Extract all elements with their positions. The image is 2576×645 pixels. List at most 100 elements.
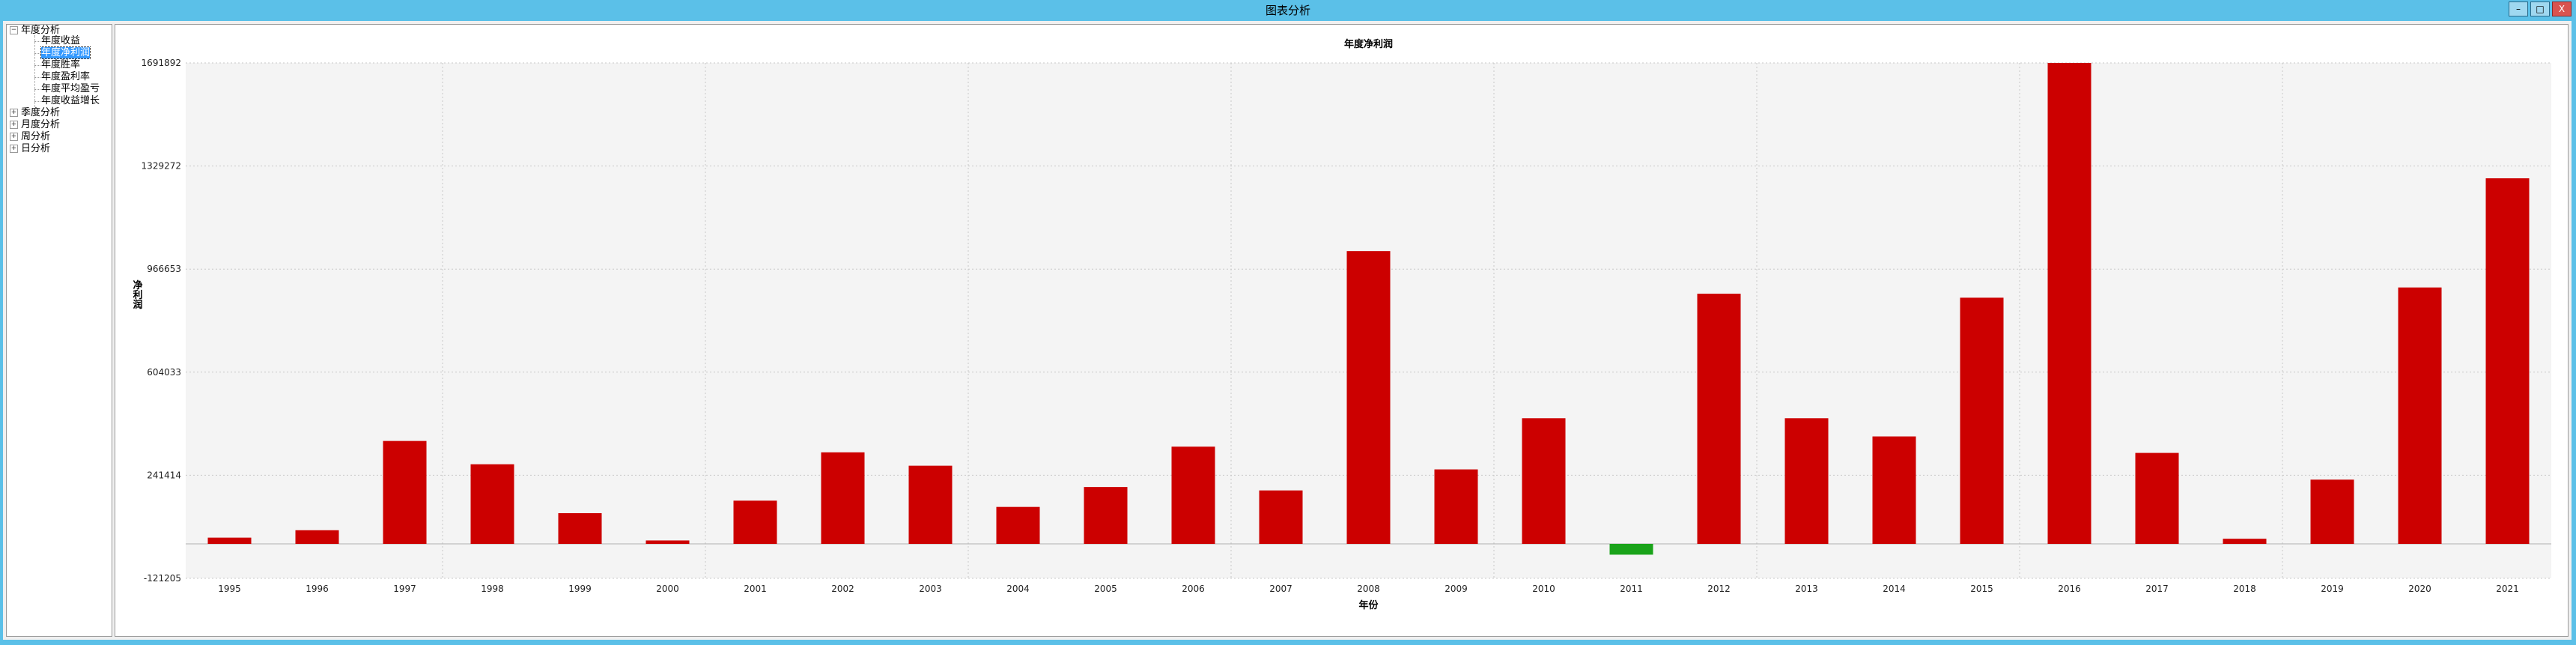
x-tick-label: 2009 [1445, 584, 1468, 594]
collapse-icon[interactable]: − [10, 26, 18, 34]
x-tick-label: 2018 [2233, 584, 2256, 594]
x-tick-label: 2001 [744, 584, 767, 594]
bar [1434, 469, 1478, 545]
tree-node-label: 年度净利润 [40, 46, 91, 59]
tree-node-label: 年度平均盈亏 [41, 83, 100, 94]
tree-connector [34, 77, 40, 78]
tree-node-label: 月度分析 [21, 119, 61, 130]
expand-icon[interactable]: + [10, 145, 18, 153]
bar [733, 500, 777, 545]
bar [645, 540, 690, 545]
tree-node-daily[interactable]: + 日分析 [10, 143, 50, 155]
bar [2047, 63, 2092, 545]
y-tick-label: -121205 [144, 573, 181, 584]
x-tick-label: 2010 [1532, 584, 1555, 594]
analysis-tree: − 年度分析 年度收益 年度净利润 年度胜率 年度盈利率 年度平均盈亏 年度收益增… [6, 24, 112, 637]
y-tick-label: 966653 [147, 264, 181, 274]
net-profit-chart: -12120524141460403396665313292721691892 … [131, 38, 2551, 611]
bar [1872, 436, 1916, 545]
tree-node-monthly[interactable]: + 月度分析 [10, 119, 60, 131]
x-tick-label: 2019 [2321, 584, 2344, 594]
x-tick-label: 2000 [656, 584, 679, 594]
bar [1522, 418, 1566, 545]
tree-node-annual-profit-rate[interactable]: 年度盈利率 [41, 71, 90, 83]
bar [996, 506, 1040, 545]
x-tick-label: 2020 [2408, 584, 2431, 594]
tree-node-label: 年度收益 [41, 35, 81, 46]
tree-node-annual-growth[interactable]: 年度收益增长 [41, 95, 100, 107]
x-axis-ticks: 1995 1996 1997 1998 1999 2000 2001 2002 2003 2004… [218, 584, 2519, 594]
x-tick-label: 2021 [2496, 584, 2519, 594]
x-tick-label: 2014 [1883, 584, 1906, 594]
window-titlebar: 图表分析 – □ X [0, 0, 2576, 21]
bar [821, 452, 865, 545]
tree-node-annual-avg-pnl[interactable]: 年度平均盈亏 [41, 83, 100, 95]
y-axis-ticks: -121205 241414 604033 966653 1329272 1691892 [142, 58, 181, 584]
y-axis-label: 净利润 [131, 279, 143, 310]
bar [908, 465, 953, 545]
expand-icon[interactable]: + [10, 133, 18, 141]
x-tick-label: 2017 [2145, 584, 2169, 594]
tree-node-weekly[interactable]: + 周分析 [10, 131, 50, 143]
expand-icon[interactable]: + [10, 121, 18, 129]
bar [383, 440, 427, 545]
tree-node-annual-net-profit[interactable]: 年度净利润 [40, 46, 91, 59]
x-tick-label: 2007 [1269, 584, 1292, 594]
y-tick-label: 1691892 [142, 58, 181, 68]
x-tick-label: 2012 [1707, 584, 1731, 594]
x-tick-label: 2005 [1094, 584, 1117, 594]
tree-connector [34, 41, 40, 42]
window-title: 图表分析 [1265, 4, 1310, 17]
minimize-button[interactable]: – [2509, 1, 2528, 16]
x-tick-label: 2016 [2058, 584, 2081, 594]
x-tick-label: 2011 [1620, 584, 1643, 594]
bar [2310, 479, 2354, 545]
close-button[interactable]: X [2552, 1, 2572, 16]
x-tick-label: 1999 [568, 584, 592, 594]
bar [2223, 539, 2267, 545]
bar [1171, 446, 1215, 545]
chart-panel: -121205 241414 604033 966653 1329272 1691892 … [115, 24, 2569, 637]
bar [558, 513, 602, 545]
bar [1084, 487, 1128, 545]
tree-connector [34, 35, 35, 107]
tree-node-annual-return[interactable]: 年度收益 [41, 35, 80, 47]
bar [2485, 178, 2530, 545]
bar [1784, 418, 1829, 545]
tree-node-quarterly[interactable]: + 季度分析 [10, 107, 60, 119]
x-tick-label: 2003 [919, 584, 942, 594]
tree-node-label: 年度收益增长 [41, 95, 100, 106]
x-tick-label: 2008 [1357, 584, 1380, 594]
bar [1960, 297, 2004, 545]
window-client: − 年度分析 年度收益 年度净利润 年度胜率 年度盈利率 年度平均盈亏 年度收益增… [3, 21, 2572, 640]
bar [295, 530, 339, 545]
bar [207, 537, 252, 545]
tree-node-annual-win-rate[interactable]: 年度胜率 [41, 59, 80, 71]
y-tick-label: 604033 [147, 367, 181, 378]
x-tick-label: 1997 [393, 584, 416, 594]
bar [2398, 287, 2442, 545]
bar [2135, 452, 2179, 545]
x-tick-label: 2015 [1970, 584, 1993, 594]
x-tick-label: 2004 [1006, 584, 1030, 594]
expand-icon[interactable]: + [10, 109, 18, 117]
y-tick-label: 241414 [147, 470, 181, 480]
y-tick-label: 1329272 [142, 161, 181, 172]
bar [1346, 251, 1391, 545]
tree-connector [34, 65, 40, 66]
tree-node-label: 年度盈利率 [41, 71, 91, 82]
window-controls: – □ X [2509, 1, 2572, 16]
bar [470, 464, 514, 545]
bar [1697, 294, 1741, 545]
tree-node-label: 年度胜率 [41, 59, 81, 70]
bar-series [207, 63, 2530, 555]
x-tick-label: 1995 [218, 584, 241, 594]
tree-connector [34, 101, 40, 102]
tree-connector [34, 89, 40, 90]
x-tick-label: 1996 [306, 584, 329, 594]
tree-node-annual[interactable]: − 年度分析 [10, 25, 60, 37]
bar [1259, 490, 1303, 545]
tree-node-label: 季度分析 [21, 107, 61, 118]
x-tick-label: 2013 [1795, 584, 1818, 594]
maximize-button[interactable]: □ [2530, 1, 2550, 16]
